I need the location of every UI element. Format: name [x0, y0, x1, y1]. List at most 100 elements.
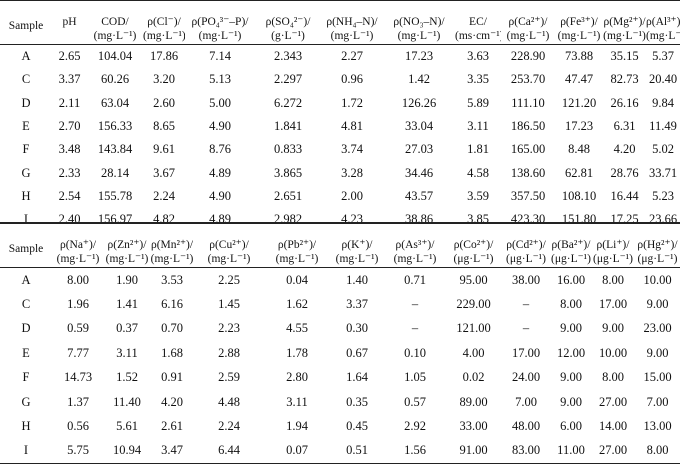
table-cell: 6.00	[560, 419, 582, 434]
table-row: H 0.56 5.61 2.61 2.24 1.94 0.45 2.92 33.00 48.00 6…	[0, 414, 680, 438]
table-cell: 89.00	[459, 394, 488, 409]
row-sample-id: G	[21, 165, 31, 180]
table-cell: 14.73	[63, 370, 93, 385]
table-cell: 228.90	[510, 49, 546, 64]
table-cell: 33.00	[459, 419, 488, 434]
column-header-sample: Sample	[8, 243, 44, 255]
table-cell: 9.84	[652, 95, 674, 110]
column-header-name: ρ(Fe³⁺)/	[560, 16, 598, 28]
row-sample-id: I	[23, 212, 29, 227]
table-cell: 108.10	[561, 188, 597, 203]
table-cell: 8.00	[602, 370, 624, 385]
row-sample-id: C	[21, 72, 31, 87]
table-cell: 17.23	[404, 49, 434, 64]
column-header-unit: (μg·L⁻¹)	[506, 253, 546, 265]
column-header-name: ρ(NH₄–N)/	[326, 16, 378, 28]
column-header-unit: (mg·L⁻¹)	[150, 253, 194, 265]
column-header-name: ρ(Mn²⁺)/	[150, 239, 194, 251]
table-cell: 20.40	[648, 72, 678, 87]
column-header-unit: (μg·L⁻¹)	[637, 253, 678, 265]
table-cell: 9.00	[560, 370, 582, 385]
table-cell: 9.00	[646, 345, 669, 360]
table-cell: 9.61	[153, 142, 175, 157]
table-cell: 7.00	[646, 394, 669, 409]
column-header-unit: (mg·L⁻¹)	[646, 30, 680, 42]
table-cell: 91.00	[459, 443, 488, 458]
table-cell: 4.90	[209, 188, 231, 203]
table-cell: 3.11	[116, 345, 138, 360]
table-row: D 0.59 0.37 0.70 2.23 4.55 0.30 – 121.00 – 9.00 9.0…	[0, 317, 680, 341]
table-row: C 3.37 60.26 3.20 5.13 2.297 0.96 1.42 3.35 253.7…	[0, 68, 680, 91]
table-cell: 9.00	[560, 394, 582, 409]
table-row: G 1.37 11.40 4.20 4.48 3.11 0.35 0.57 89.00 7.00 9…	[0, 390, 680, 414]
table-cell: 9.00	[602, 321, 624, 336]
table-cell: 33.71	[648, 165, 678, 180]
column-header-name: ρ(Cd²⁺)/	[506, 239, 546, 251]
table-cell: 2.24	[218, 419, 240, 434]
table-cell: 2.33	[58, 165, 81, 180]
table-cell: 3.865	[273, 165, 303, 180]
table-cell: 8.00	[560, 297, 582, 312]
table-cell: 1.68	[161, 345, 183, 360]
column-header-name: EC/	[469, 16, 487, 28]
table-cell: 82.73	[610, 72, 639, 87]
column-header-name: ρ(Ca²⁺)/	[508, 16, 548, 28]
table-cell: 27.00	[598, 394, 628, 409]
column-header-name: ρ(PO₄³⁻–P)/	[191, 16, 249, 28]
table-cell: 5.02	[652, 142, 674, 157]
table-row: H 2.54 155.78 2.24 4.90 2.651 2.00 43.57 3.59 357…	[0, 185, 680, 208]
table-cell: 1.72	[341, 95, 363, 110]
table-cell: –	[522, 321, 530, 336]
table-cell: 5.23	[652, 188, 674, 203]
table-cell: 3.63	[467, 49, 489, 64]
column-header-name: ρ(Al³⁺)/	[646, 16, 680, 28]
header-row-names: Sample pH COD/ρ(Cl⁻)/ ρ(PO₄³⁻–P)/ ρ(SO₄²⁻)/ ρ…	[0, 1, 680, 32]
column-header-unit: (mg·L⁻¹)	[198, 30, 242, 42]
table-cell: 11.40	[113, 394, 141, 409]
table-cell: 1.94	[286, 419, 308, 434]
row-sample-id: D	[21, 95, 31, 110]
table-cell: 4.58	[467, 165, 489, 180]
table-cell: 2.61	[161, 419, 183, 434]
table-cell: 11.49	[649, 119, 677, 134]
header-row-units: (mg·L⁻¹) (mg·L⁻¹) (mg·L⁻¹) (mg·L⁻¹) (mg·L⁻¹)…	[0, 251, 680, 268]
table-cell: 28.76	[610, 165, 639, 180]
column-header-name: COD/	[101, 16, 129, 28]
table-cell: 16.44	[610, 188, 639, 203]
column-header-unit: (mg·L⁻¹)	[93, 30, 137, 42]
column-header-name: ρ(NO₃–N)/	[393, 16, 445, 28]
table-cell: 143.84	[97, 142, 133, 157]
table-cell: 9.00	[646, 297, 669, 312]
table-cell: 43.57	[404, 188, 434, 203]
table-cell: 165.00	[510, 142, 546, 157]
table-cell: 12.00	[556, 345, 586, 360]
column-header-name: ρ(Mg²⁺)/	[603, 16, 646, 28]
table-cell: 24.00	[511, 370, 541, 385]
table-cell: 111.10	[511, 95, 545, 110]
table-row: A 2.65 104.04 17.86 7.14 2.343 2.27 17.23 3.63 22…	[0, 45, 680, 69]
table-cell: 5.37	[652, 49, 674, 64]
table-cell: 3.59	[467, 188, 489, 203]
table-cell: 62.81	[564, 165, 594, 180]
table-cell: 0.67	[346, 345, 368, 360]
table-cell: 3.53	[161, 272, 183, 287]
table-cell: 156.33	[97, 119, 133, 134]
table-cell: 9.00	[560, 321, 582, 336]
column-header-name: ρ(Zn²⁺)/	[107, 239, 147, 251]
table-cell: 5.00	[209, 95, 231, 110]
table-cell: 8.00	[646, 443, 669, 458]
table-cell: 253.70	[510, 72, 546, 87]
table-cell: 1.40	[346, 272, 368, 287]
table-cell: 0.35	[346, 394, 368, 409]
column-header-name: ρ(Hg²⁺)/	[637, 239, 678, 251]
header-row-units: (mg·L⁻¹) (mg·L⁻¹) (mg·L⁻¹) (g·L⁻¹) (mg·L⁻¹)(…	[0, 28, 680, 45]
table-row: D 2.11 63.04 2.60 5.00 6.272 1.72 126.26 5.89 111…	[0, 92, 680, 115]
table-cell: 3.11	[286, 394, 308, 409]
table-cell: 23.00	[643, 321, 672, 336]
table-cell: 0.07	[286, 443, 308, 458]
table-cell: 7.77	[67, 345, 89, 360]
header-row-names: Sample ρ(Na⁺)/ ρ(Zn²⁺)/ρ(Mn²⁺)/ ρ(Cu²⁺)/ ρ(P…	[0, 223, 680, 255]
column-header-name: ρ(Na⁺)/	[59, 239, 97, 251]
table-cell: 5.89	[467, 95, 489, 110]
table-cell: 1.64	[346, 370, 368, 385]
